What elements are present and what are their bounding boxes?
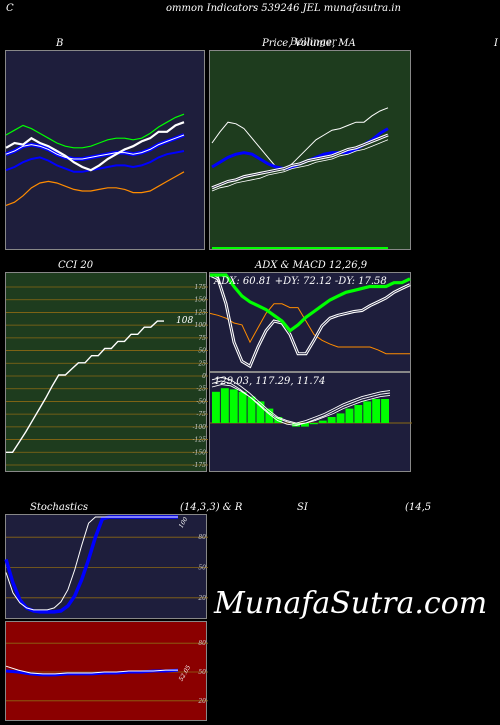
cci-chart: 175 150 125 100 75 50 25 0 -25 -50 -75 -100 -125 -150…: [6, 284, 208, 469]
price-line: [211, 107, 389, 171]
rsi-panel: 80 50 20 52.05: [5, 621, 208, 721]
macd-line-3: [211, 376, 391, 424]
cci-line: [6, 320, 164, 454]
macd-histogram-bar: [238, 391, 247, 423]
adx-plus-dy-line-outer: [209, 273, 411, 369]
cci-title: CCI 20: [58, 260, 94, 271]
watermark: MunafaSutra.com: [214, 586, 488, 621]
macd-histogram-bar: [363, 401, 372, 423]
header-title: ommon Indicators 539246 JEL munafasutra.…: [166, 3, 401, 14]
rsi-chart: 80 50 20 52.05: [5, 640, 208, 705]
rsi-tick-label: 80: [198, 640, 206, 647]
stoch-panel: 80 50 20 100: [4, 514, 208, 619]
header-right-letter: I: [494, 38, 498, 49]
cci-tick-label: 125: [195, 309, 207, 316]
macd-values: 129.03, 117.29, 11.74: [214, 376, 326, 387]
macd-histogram-bar: [327, 417, 336, 423]
header-left-letter: C: [6, 3, 14, 14]
rsi-title-params: (14,5: [405, 502, 432, 513]
stoch-title-params: (14,3,3) & R: [180, 502, 243, 513]
cci-tick-label: 175: [195, 284, 207, 291]
macd-histogram-bar: [274, 417, 283, 423]
rsi-title: SI: [297, 502, 308, 513]
stoch-tick-label: 80: [198, 534, 206, 541]
adx-title: ADX & MACD 12,26,9: [255, 260, 368, 271]
macd-histogram-bar: [265, 408, 274, 423]
cci-panel: 175 150 125 100 75 50 25 0 -25 -50 -75 -100 -125 -150…: [5, 272, 208, 472]
bollinger-ma-line: [5, 171, 185, 206]
macd-histogram-bar: [220, 388, 229, 423]
macd-histogram-bar: [354, 405, 363, 423]
bollinger-chart: [5, 113, 185, 206]
macd-line-1: [211, 380, 391, 426]
cci-tick-label: -25: [196, 386, 206, 393]
price-ma-white-line-outer: [211, 133, 389, 190]
cci-tick-label: -100: [193, 424, 207, 431]
macd-histogram-bar: [336, 413, 345, 423]
adx-line: [210, 273, 411, 333]
cci-tick-label: 75: [198, 335, 206, 342]
cci-tick-label: 100: [195, 322, 207, 329]
macd-chart: [210, 376, 412, 427]
bollinger-lower-band-line: [5, 150, 185, 173]
price-ma-panel: [209, 50, 411, 250]
adx-minus-dy-line: [209, 303, 410, 355]
macd-histogram-bar: [229, 389, 238, 423]
cci-tick-label: 50: [198, 348, 206, 355]
adx-values: ADX: 60.81 +DY: 72.12 -DY: 17.58: [214, 276, 387, 287]
stoch-value-label: 100: [178, 516, 190, 530]
cci-tick-label: -75: [196, 411, 206, 418]
stoch-tick-label: 50: [198, 565, 206, 572]
bollinger-title: B: [56, 38, 64, 49]
macd-histogram-bar: [256, 401, 265, 423]
cci-tick-label: 0: [202, 373, 206, 380]
cci-tick-label: 150: [195, 297, 207, 304]
macd-histogram-bar: [292, 423, 300, 427]
macd-histogram-bar: [309, 423, 318, 425]
adx-panel: ADX: 60.81 +DY: 72.12 -DY: 17.58: [209, 272, 411, 372]
rsi-signal-line: [5, 665, 178, 675]
cci-tick-label: -150: [193, 449, 207, 456]
price-ma-white-line-inner: [211, 134, 389, 189]
stoch-d-line: [5, 516, 178, 611]
rsi-tick-label: 50: [198, 669, 206, 676]
stoch-title: Stochastics: [30, 502, 88, 513]
macd-histogram-bar: [381, 399, 389, 423]
price-ma-overlap-title: Bollinger: [290, 37, 337, 48]
stoch-chart: 80 50 20 100: [4, 515, 208, 614]
macd-histogram-bar: [372, 399, 381, 423]
bollinger-mid-line-inner: [5, 134, 185, 160]
cci-tick-label: 25: [197, 360, 206, 367]
price-ma-second-line: [211, 139, 389, 192]
macd-panel: 129.03, 117.29, 11.74: [209, 372, 412, 472]
bollinger-price-line: [5, 121, 185, 172]
bollinger-panel: [5, 50, 205, 250]
macd-histogram-bar: [247, 396, 256, 423]
cci-tick-label: -175: [193, 462, 207, 469]
cci-value-label: 108: [176, 316, 193, 326]
price-ma-chart: [211, 107, 389, 249]
bollinger-upper-line: [5, 113, 185, 149]
macd-line-2: [211, 384, 391, 425]
macd-histogram-bar: [301, 423, 309, 427]
stoch-tick-label: 20: [197, 595, 206, 602]
cci-tick-label: -125: [193, 437, 207, 444]
macd-histogram-bar: [212, 391, 220, 423]
cci-tick-label: -50: [196, 398, 206, 405]
rsi-value-label: 52.05: [178, 664, 193, 683]
adx-chart: [209, 273, 411, 369]
macd-histogram-bar: [345, 408, 354, 423]
rsi-tick-label: 20: [197, 698, 206, 705]
macd-histogram-bar: [318, 420, 327, 423]
adx-plus-dy-line-inner: [209, 274, 411, 367]
price-ma-title: Price, Volume, MA: [262, 38, 356, 49]
